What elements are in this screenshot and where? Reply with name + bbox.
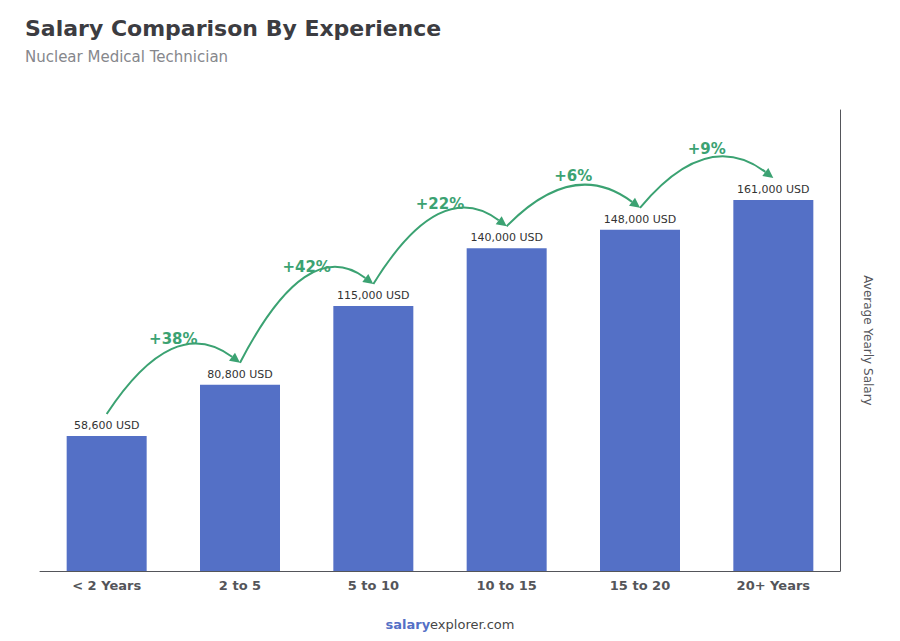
svg-text:140,000 USD: 140,000 USD [470,231,543,244]
svg-text:Nuclear Medical Technician: Nuclear Medical Technician [25,48,228,66]
svg-text:explorer.com: explorer.com [430,617,514,632]
svg-text:10 to 15: 10 to 15 [476,578,536,593]
svg-text:161,000 USD: 161,000 USD [737,183,810,196]
svg-text:115,000 USD: 115,000 USD [337,289,410,302]
svg-text:+9%: +9% [688,140,726,158]
svg-text:Average Yearly Salary: Average Yearly Salary [861,275,875,405]
svg-text:5 to 10: 5 to 10 [348,578,399,593]
svg-text:148,000 USD: 148,000 USD [604,213,677,226]
svg-text:20+ Years: 20+ Years [737,578,811,593]
svg-text:58,600 USD: 58,600 USD [74,419,140,432]
svg-text:< 2 Years: < 2 Years [72,578,141,593]
svg-text:Salary Comparison By Experienc: Salary Comparison By Experience [25,16,441,41]
svg-text:15 to 20: 15 to 20 [610,578,670,593]
svg-text:+38%: +38% [149,330,197,348]
svg-text:2 to 5: 2 to 5 [219,578,261,593]
svg-text:+22%: +22% [416,195,464,213]
svg-text:80,800 USD: 80,800 USD [207,368,273,381]
svg-text:+6%: +6% [554,167,592,185]
svg-text:+42%: +42% [282,258,330,276]
svg-text:salary: salary [385,617,430,632]
